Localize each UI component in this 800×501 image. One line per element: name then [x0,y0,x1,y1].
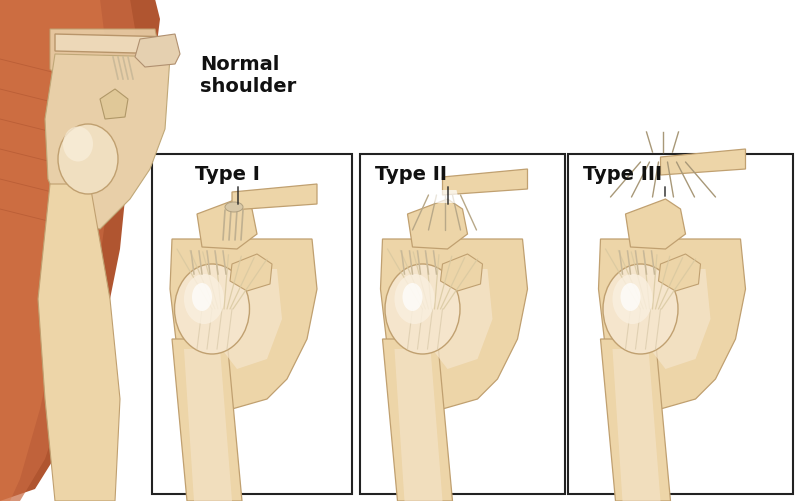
Polygon shape [0,0,160,501]
Polygon shape [0,0,105,501]
Ellipse shape [174,265,250,354]
Polygon shape [197,199,257,249]
Polygon shape [626,199,686,249]
Bar [568,155,793,494]
Polygon shape [230,255,272,292]
Polygon shape [184,349,232,501]
Ellipse shape [603,265,678,354]
Polygon shape [100,90,128,120]
Ellipse shape [385,265,460,354]
Polygon shape [394,349,442,501]
Polygon shape [172,239,312,409]
Polygon shape [601,339,670,501]
Polygon shape [232,185,317,210]
Ellipse shape [192,284,212,312]
Ellipse shape [613,275,653,324]
Polygon shape [382,339,453,501]
Ellipse shape [621,284,641,312]
Polygon shape [601,239,741,409]
Bar [152,155,352,494]
Polygon shape [135,35,180,68]
Polygon shape [638,270,710,369]
Ellipse shape [63,127,93,162]
Polygon shape [38,185,120,501]
Polygon shape [210,270,282,369]
Text: Type II: Type II [375,165,447,184]
Bar [360,155,565,494]
Polygon shape [407,199,467,249]
Ellipse shape [225,202,243,212]
Polygon shape [382,239,522,409]
Polygon shape [661,150,746,176]
Polygon shape [50,30,160,100]
Ellipse shape [184,275,224,324]
Polygon shape [433,190,459,203]
Polygon shape [0,0,135,501]
Ellipse shape [402,284,422,312]
Polygon shape [45,55,170,229]
Polygon shape [441,255,482,292]
Ellipse shape [58,125,118,194]
Ellipse shape [394,275,434,324]
Polygon shape [170,239,317,409]
Polygon shape [381,239,527,409]
Polygon shape [421,270,493,369]
Polygon shape [172,339,242,501]
Polygon shape [598,239,746,409]
Polygon shape [658,255,701,292]
Text: Type I: Type I [195,165,260,184]
Polygon shape [55,35,175,55]
Polygon shape [442,170,527,195]
Text: Type III: Type III [583,165,662,184]
Polygon shape [613,349,661,501]
Text: Normal
shoulder: Normal shoulder [200,55,296,96]
